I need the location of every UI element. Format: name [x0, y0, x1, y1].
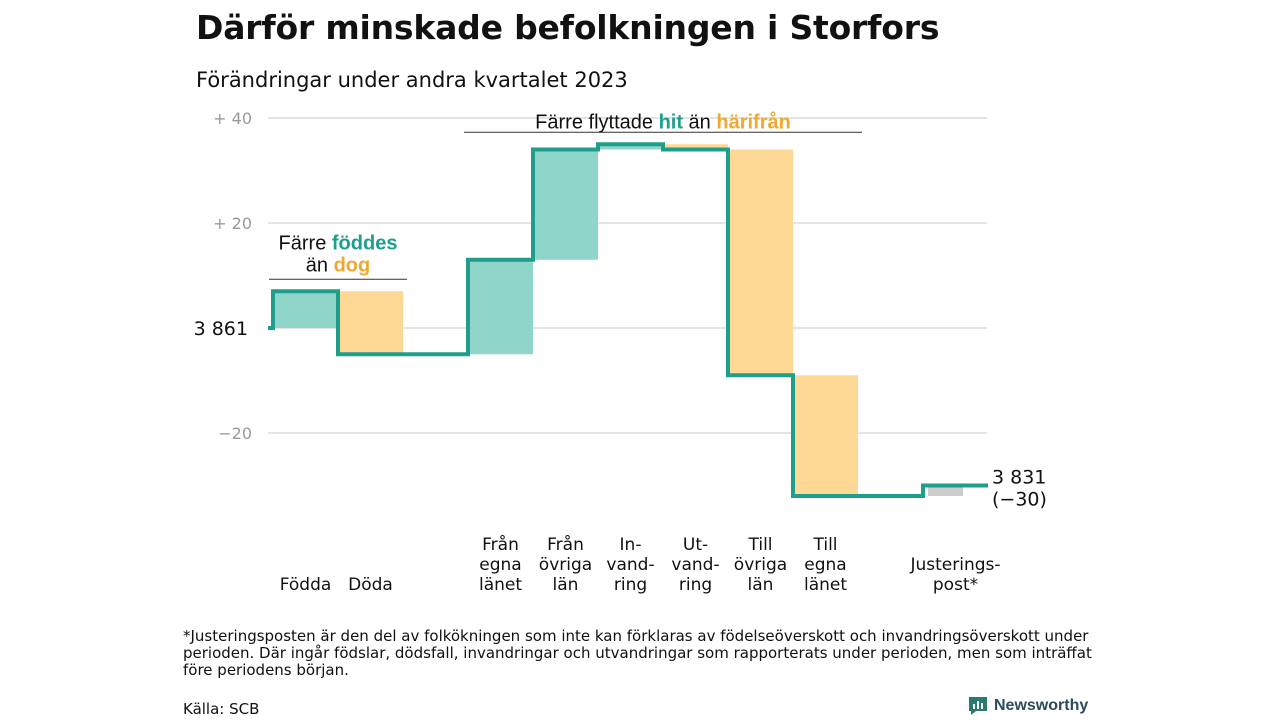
start-value-label: 3 861: [194, 318, 248, 340]
category-label: Från egna länet: [479, 534, 522, 595]
brand-name: Newsworthy: [994, 697, 1089, 714]
category-label: Till övriga län: [734, 535, 787, 595]
category-label: Födda: [280, 575, 332, 595]
bars: [273, 144, 963, 496]
chart-title: Därför minskade befolkningen i Storfors: [196, 8, 940, 47]
y-axis-ticks: + 40 + 20 −20: [213, 109, 252, 443]
y-tick-label: −20: [218, 424, 252, 443]
footnote: *Justeringsposten är den del av folkökni…: [183, 627, 1092, 679]
bar-utvandring: [663, 144, 728, 150]
bar-födda: [273, 291, 338, 328]
running-total-line: [268, 142, 988, 498]
annotation-text: Färre flyttade hit än härifrån: [535, 110, 791, 133]
end-labels: 3 861 3 831 (−30): [194, 318, 1047, 511]
category-label: Till egna länet: [804, 535, 847, 595]
category-label: Ut-vand-ring: [671, 535, 719, 595]
annotation-text: Färre föddes: [279, 232, 398, 254]
bar-från-egna-länet: [468, 259, 533, 355]
category-labels: Födda Döda Från egna länet Från övriga län In-va…: [280, 534, 1001, 595]
end-value-label: 3 831: [992, 467, 1046, 489]
annotation-text: än dog: [306, 254, 370, 276]
chart-subtitle: Förändringar under andra kvartalet 2023: [196, 68, 628, 92]
bar-invandring: [598, 144, 663, 150]
bar-justeringspost-: [928, 485, 963, 496]
brand-logo: Newsworthy: [968, 696, 1088, 716]
gridlines: [268, 117, 987, 434]
category-label: In-vand-ring: [606, 535, 654, 595]
category-label: Döda: [348, 575, 393, 595]
end-change-label: (−30): [992, 489, 1047, 511]
y-tick-label: + 20: [213, 214, 252, 233]
bar-till-övriga-län: [728, 149, 793, 376]
category-label: Från övriga län: [539, 534, 592, 595]
bar-från-övriga-län: [533, 149, 598, 260]
bar-döda: [338, 291, 403, 355]
category-label: Justerings-post*: [909, 555, 1000, 595]
bar-till-egna-länet: [793, 375, 858, 496]
y-tick-label: + 40: [213, 109, 252, 128]
source-note: Källa: SCB: [183, 700, 260, 718]
running-total-path: [268, 142, 988, 498]
newsworthy-logo-icon: [969, 697, 987, 715]
